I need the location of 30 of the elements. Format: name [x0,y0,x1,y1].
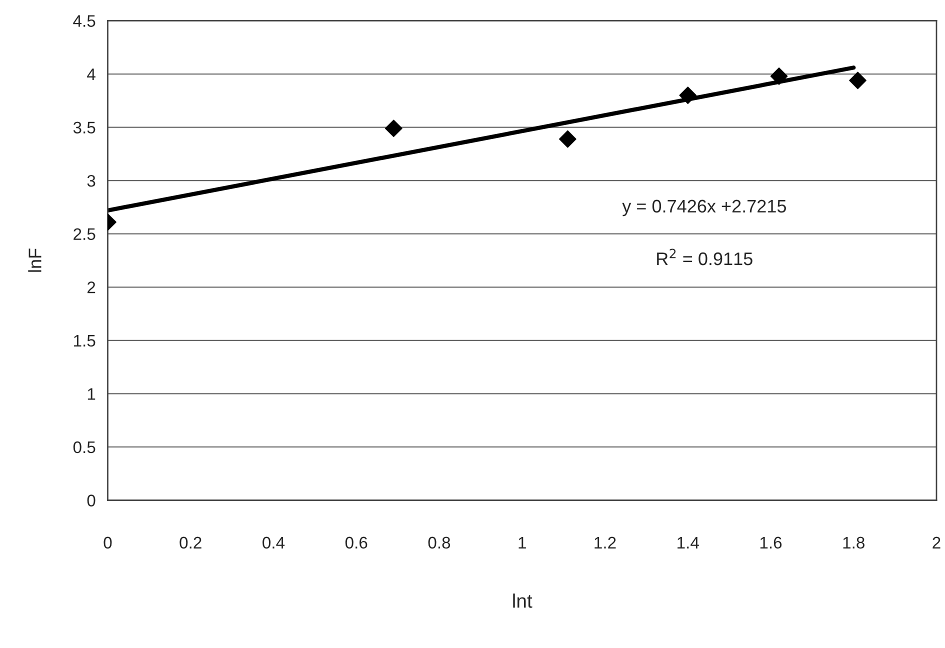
x-tick-label: 0.6 [345,536,368,549]
point [770,67,788,85]
y-tick-label: 3 [87,174,96,187]
x-tick-label: 1 [518,536,526,548]
y-tick-label: 4 [87,68,96,80]
y-tick-label: 0 [87,494,96,506]
annotation: R$^{2}$ = 0.9115 [657,248,752,266]
point [559,130,576,148]
x-tick-label: 1.2 [594,536,616,548]
x-tick-label: 0 [104,536,112,549]
x-tick-label: 1.6 [760,536,782,549]
y-tick-label: 1 [88,388,96,400]
point [384,120,402,138]
x-tick-label: 0.4 [262,536,285,549]
x-tick-label: 0.8 [428,536,450,549]
x-tick-label: 2 [932,536,940,548]
y-tick-label: 2 [87,282,96,294]
x-tick-label: 0.2 [180,536,202,549]
x-tick-label: 1.4 [678,536,699,548]
point [679,86,697,104]
x-tick-label: 1.8 [843,536,864,549]
y-tick-label: 2.5 [74,228,96,240]
y-axis-title: lnF [28,248,42,272]
y-tick-label: 0.5 [73,441,96,454]
y-tick-label: 3.5 [73,122,96,134]
y-tick-label: 1.5 [74,334,96,347]
point [849,72,866,90]
y-tick-label: 4.5 [73,15,96,27]
annotation: y = 0.7426x +2.7215 [622,200,786,216]
x-axis-title: lnt [513,594,532,608]
